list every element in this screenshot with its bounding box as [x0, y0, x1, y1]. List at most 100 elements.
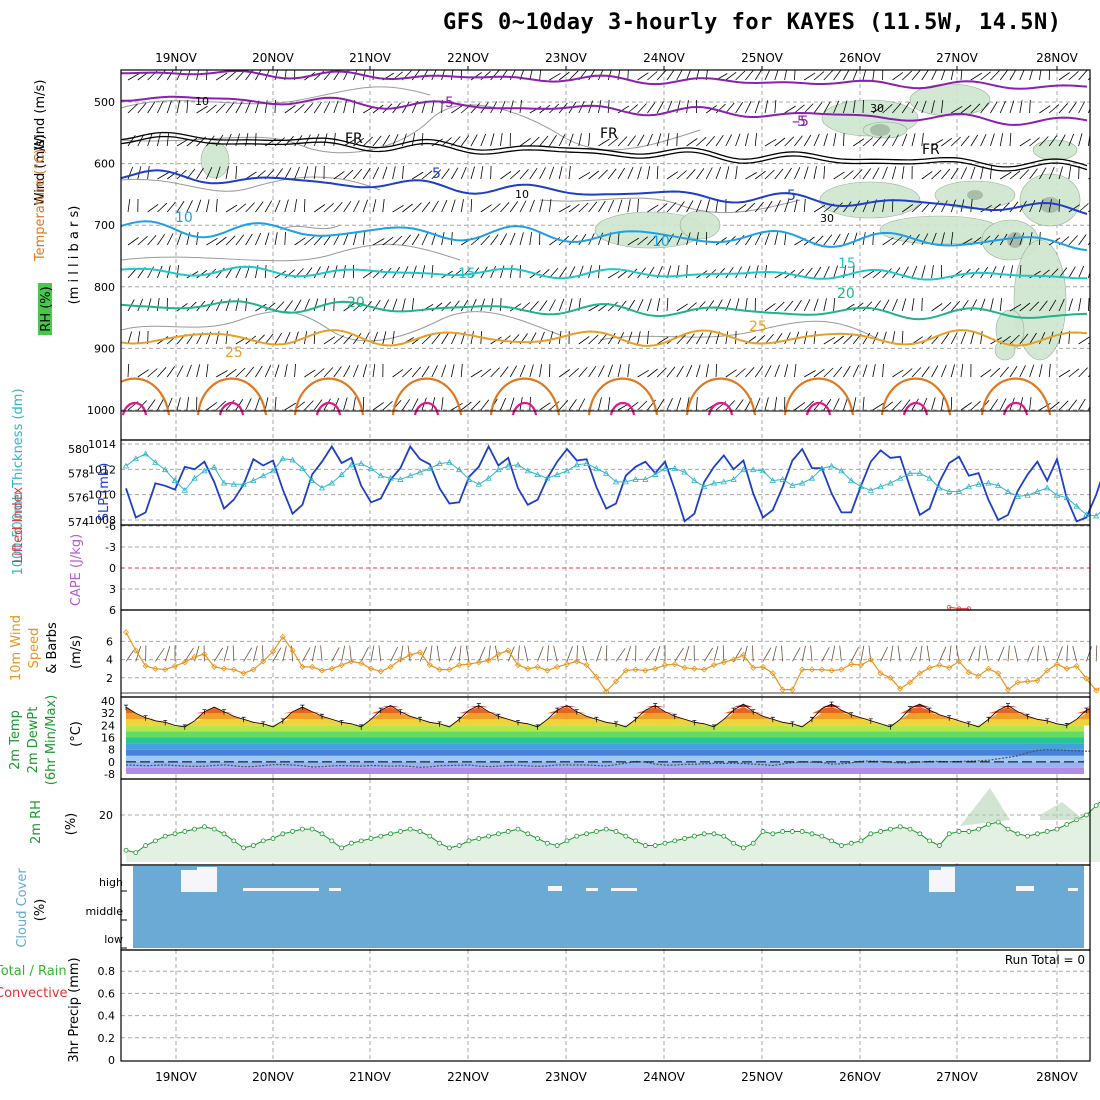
wind-barb — [519, 264, 521, 279]
slp-tick-label: 1012 — [88, 463, 116, 476]
wind-barb — [1068, 399, 1078, 411]
wind-barb — [549, 267, 559, 279]
wind-barb — [813, 166, 817, 180]
minmax-marker — [594, 716, 599, 723]
wind-barb — [176, 265, 179, 279]
thickness-marker — [897, 474, 904, 481]
high-cloud-gap — [329, 888, 341, 891]
wind-barb-10m — [1037, 645, 1039, 662]
wind-barb — [206, 135, 215, 147]
rh-shade — [679, 210, 721, 240]
wind-barb — [509, 100, 514, 114]
wind-barb-10m — [997, 646, 1005, 662]
wind-barb — [235, 234, 245, 246]
wind-barb — [245, 171, 257, 180]
wind-barb — [470, 369, 483, 378]
wind-barb — [323, 367, 334, 378]
wind-barb — [529, 199, 535, 213]
isotherm-label: 15 — [838, 256, 856, 272]
wind-barb — [568, 368, 579, 378]
wind-barb — [353, 397, 356, 411]
wind-barb — [274, 301, 285, 312]
wind-barb — [656, 203, 668, 213]
cloud-level-label: middle — [85, 905, 123, 918]
wind-barb — [411, 171, 424, 180]
wind-barb — [725, 331, 729, 345]
wind-barb — [490, 203, 501, 213]
wind-barb — [343, 232, 349, 246]
thickness-tick-label: 580 — [68, 443, 89, 456]
wind-barb — [715, 134, 724, 147]
wind-barb — [411, 398, 419, 411]
wind-barb — [519, 232, 524, 246]
wind-barb — [147, 133, 153, 147]
wind-barb — [549, 166, 555, 180]
wind-barb — [843, 365, 851, 378]
wind-barb-10m — [478, 646, 486, 662]
wind-barb — [882, 237, 894, 246]
wind-barb — [588, 132, 591, 147]
rh-contour — [121, 310, 561, 342]
wind-barb — [882, 104, 893, 114]
wind-barb — [990, 266, 997, 279]
slp-line — [125, 444, 1100, 523]
wind-barb — [931, 169, 942, 180]
wind-barb-10m — [821, 647, 830, 662]
thickness-marker — [181, 487, 188, 493]
wind-barb — [647, 266, 655, 279]
wind-barb — [470, 198, 473, 213]
wind-barb — [284, 364, 288, 378]
wind-barb — [460, 363, 463, 378]
wind-barb — [764, 232, 770, 246]
wind-barb — [588, 170, 600, 180]
wind-barb — [901, 298, 907, 312]
wind-barb — [1078, 133, 1083, 147]
minmax-marker — [182, 724, 187, 730]
wind-barb — [372, 402, 384, 411]
wind-barb — [990, 101, 998, 114]
wind-barb-10m — [302, 647, 311, 662]
wind-barb — [568, 266, 576, 279]
wind-barb — [745, 265, 751, 279]
wind-ylabel-text: Wind (m/s) — [33, 80, 48, 151]
wind-speed-marker — [1063, 665, 1070, 672]
wind-barb — [196, 199, 202, 213]
wind-barb — [637, 236, 648, 246]
temp-color-band — [126, 755, 1084, 762]
wind-barb — [274, 99, 276, 114]
wind-barb — [833, 70, 842, 81]
wind-barb — [1019, 232, 1025, 246]
minmax-marker — [124, 704, 128, 711]
wind-barb — [1029, 99, 1031, 114]
wind-barb — [598, 200, 606, 213]
wind-barb — [402, 101, 410, 114]
wind-barb — [607, 137, 619, 147]
wind-barb — [1078, 165, 1080, 180]
rh2m-marker — [652, 843, 658, 848]
thickness-marker — [828, 462, 835, 469]
wind-barb — [147, 399, 156, 411]
wind-barb — [460, 299, 469, 312]
wind-barb — [235, 165, 238, 180]
wind-barb — [304, 102, 314, 114]
precip-tick-label: 0.4 — [98, 1010, 116, 1023]
wind-barb — [206, 167, 213, 180]
wind-barb — [1068, 102, 1077, 114]
date-label-bottom: 19NOV — [155, 1070, 197, 1084]
rh2m-marker — [466, 838, 472, 844]
wind-barb — [872, 136, 882, 147]
wind-barb — [647, 368, 658, 378]
thickness-marker — [524, 467, 531, 474]
minmax-marker — [849, 712, 854, 718]
wind-barb — [264, 302, 276, 312]
rh2m-marker — [672, 838, 678, 844]
wind-barb — [882, 268, 892, 279]
wind-barb — [725, 166, 730, 180]
rh2m-marker — [535, 836, 540, 841]
wind-barb — [304, 400, 314, 411]
wind-barb — [862, 396, 865, 411]
rh-contour — [121, 243, 461, 262]
temp-tick-label: 24 — [101, 719, 115, 732]
wind-barb — [960, 104, 972, 114]
wind-barb — [696, 168, 705, 180]
